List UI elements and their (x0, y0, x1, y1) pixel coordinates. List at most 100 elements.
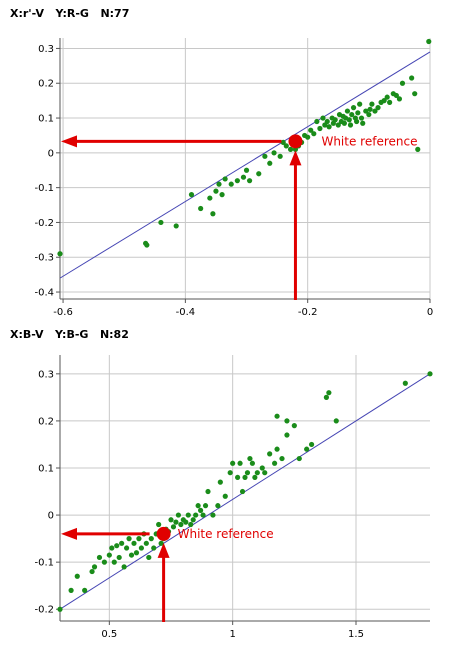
data-point (271, 150, 277, 156)
data-point (202, 503, 209, 509)
data-point (320, 115, 326, 121)
data-point (333, 418, 339, 424)
data-point (326, 124, 332, 130)
vertical-arrowhead (289, 150, 302, 166)
data-point (347, 122, 354, 128)
data-point (158, 540, 164, 546)
white-reference-label: White reference (178, 527, 274, 541)
data-point (256, 171, 262, 177)
panel-2-header: X:B-V Y:B-G N:82 (10, 328, 129, 341)
data-point (173, 223, 179, 229)
data-point (114, 543, 120, 549)
data-point (188, 192, 195, 198)
data-point (332, 117, 338, 123)
data-point (185, 512, 191, 518)
data-point (357, 101, 363, 107)
data-point (124, 545, 130, 551)
data-point (119, 540, 125, 546)
data-point (317, 125, 323, 132)
data-point (144, 242, 150, 248)
data-point (372, 108, 378, 114)
data-point (170, 524, 177, 530)
data-point (267, 160, 273, 166)
data-point (217, 479, 223, 485)
data-point (426, 38, 432, 45)
data-point (335, 122, 341, 128)
data-point (133, 550, 140, 556)
data-point (314, 118, 320, 125)
data-point (244, 470, 251, 476)
data-point (349, 111, 355, 118)
data-point (387, 99, 393, 105)
data-point (393, 92, 399, 99)
data-point (240, 174, 247, 180)
data-point (138, 545, 144, 551)
data-point (216, 181, 222, 187)
data-point (198, 205, 204, 212)
data-point (168, 517, 174, 523)
data-point (415, 146, 421, 152)
data-point (111, 559, 117, 565)
data-point (156, 521, 162, 528)
x-tick-label: 1.5 (348, 629, 364, 640)
panel-1-y-label: Y:R-G (55, 7, 89, 20)
data-point (279, 455, 285, 462)
data-point (146, 554, 152, 561)
data-point (262, 470, 268, 476)
data-point (200, 512, 206, 518)
data-point (210, 211, 216, 217)
y-tick-label: -0.4 (34, 288, 54, 299)
data-point (207, 195, 213, 201)
data-point (309, 441, 315, 448)
data-point (280, 139, 286, 145)
data-point (277, 153, 283, 159)
data-point (272, 460, 278, 466)
x-tick-label: 0 (427, 307, 433, 318)
data-point (350, 105, 357, 111)
data-point (323, 394, 329, 400)
data-point (136, 536, 142, 542)
data-point (131, 540, 137, 546)
data-point (346, 117, 352, 123)
data-point (249, 460, 255, 466)
data-point (311, 131, 317, 137)
data-point (283, 143, 289, 149)
data-point (344, 108, 351, 114)
data-point (116, 554, 122, 561)
x-tick-label: -0.2 (298, 307, 318, 318)
data-point (274, 446, 280, 452)
data-point (304, 446, 310, 452)
y-tick-label: -0.2 (34, 605, 54, 616)
data-point (284, 418, 290, 424)
y-tick-label: 0.3 (38, 44, 54, 55)
data-point (259, 465, 265, 471)
data-point (230, 460, 236, 466)
data-point (68, 587, 74, 593)
data-point (237, 460, 243, 466)
data-point (326, 390, 332, 396)
chart-1: -0.6 -0.4 -0.2 0 0.3 0.2 0.1 0 -0.1 -0.2 -0.3 -0.4 W… (34, 38, 433, 318)
data-point (384, 94, 390, 100)
data-point (148, 536, 154, 542)
horizontal-arrowhead (61, 135, 77, 148)
data-point (190, 517, 196, 523)
data-point (296, 455, 302, 462)
data-point (143, 540, 149, 546)
data-point (399, 80, 406, 86)
data-point (222, 493, 228, 499)
data-point (234, 178, 240, 184)
data-point (262, 153, 268, 159)
data-point (128, 552, 135, 558)
data-point (355, 110, 361, 116)
data-point (193, 512, 199, 518)
y-tick-label: 0.2 (38, 416, 54, 427)
data-point (228, 181, 234, 187)
panel-1-header: X:r'-V Y:R-G N:77 (10, 7, 129, 20)
data-point (247, 455, 253, 462)
x-tick-label: -0.4 (176, 307, 196, 318)
data-point (205, 488, 211, 495)
data-point (151, 545, 157, 551)
data-point (402, 380, 408, 386)
data-point (239, 488, 246, 495)
